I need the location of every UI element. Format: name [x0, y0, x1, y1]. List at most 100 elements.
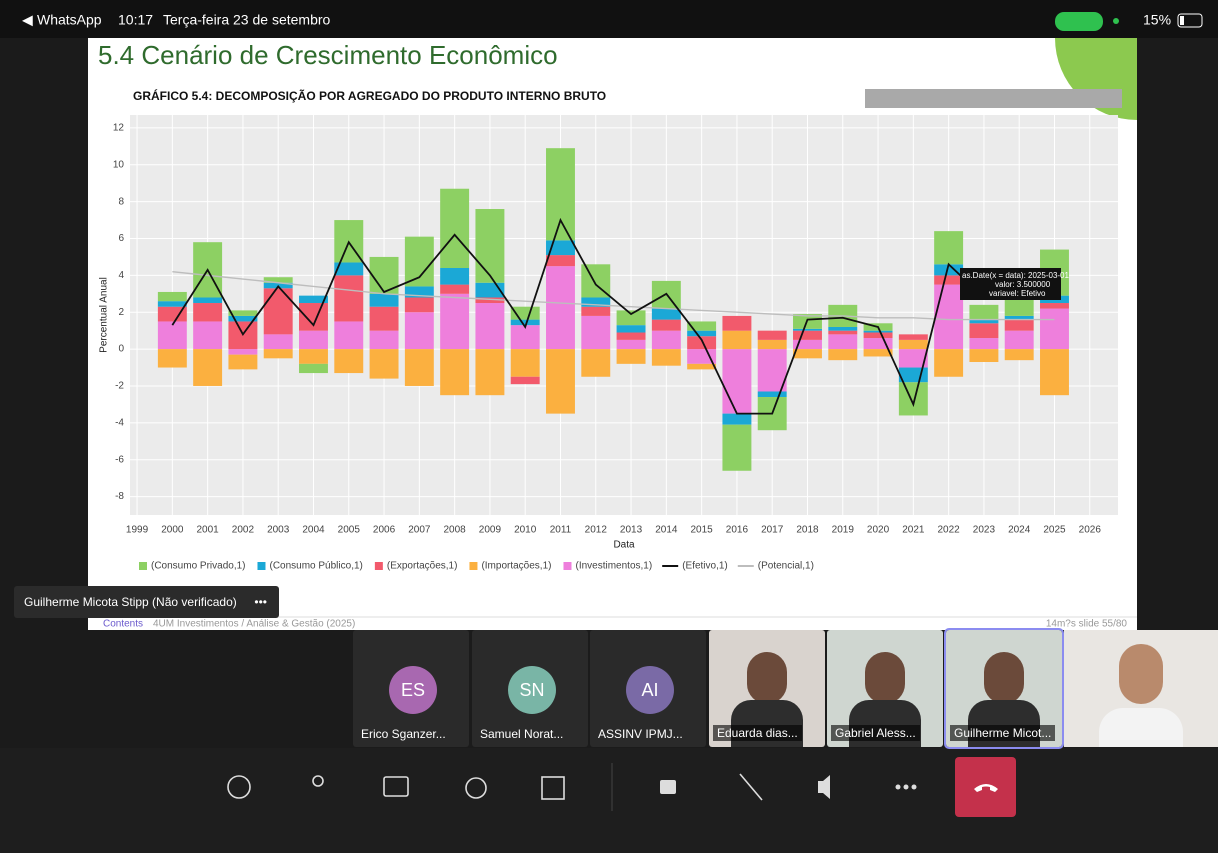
bar-segment: [757, 349, 787, 392]
battery-text: 15%: [1143, 12, 1171, 28]
bar-segment: [898, 349, 928, 368]
bar-segment: [722, 315, 752, 331]
legend-swatch: [469, 562, 478, 570]
bar-segment: [1040, 303, 1069, 309]
bar-segment: [546, 266, 575, 350]
apps-button[interactable]: [541, 776, 565, 800]
bar-segment: [969, 349, 999, 363]
x-tick-label: 2023: [973, 525, 996, 536]
legend-label: (Importações,1): [481, 561, 551, 572]
x-tick-label: 2019: [832, 525, 855, 536]
legend-label: (Exportações,1): [387, 561, 458, 572]
bar-segment: [581, 297, 611, 307]
bar-segment: [1004, 315, 1034, 320]
x-tick-label: 2001: [197, 525, 220, 536]
bar-segment: [404, 349, 434, 386]
x-tick-label: 2010: [514, 525, 537, 536]
control-bar: [0, 748, 1218, 853]
y-tick-label: -2: [115, 381, 124, 392]
date: Terça-feira 23 de setembro: [163, 12, 331, 28]
legend-swatch: [139, 562, 147, 570]
bar-segment: [228, 310, 258, 316]
x-tick-label: 2011: [550, 525, 572, 536]
bar-segment: [334, 262, 364, 276]
x-tick-label: 2017: [761, 525, 784, 536]
bar-segment: [687, 330, 717, 337]
x-tick-label: 2002: [232, 525, 255, 536]
bar-segment: [722, 424, 752, 471]
more-button[interactable]: [895, 784, 901, 790]
mic-button[interactable]: [739, 773, 763, 801]
raise-hand-button[interactable]: [465, 777, 487, 799]
bar-segment: [404, 297, 434, 313]
status-bar: [0, 0, 1218, 38]
x-tick-label: 2025: [1043, 525, 1066, 536]
people-button[interactable]: [312, 775, 324, 787]
chat-button[interactable]: [227, 775, 251, 799]
legend-label: (Consumo Privado,1): [151, 561, 245, 572]
bar-segment: [228, 349, 258, 355]
bar-segment: [616, 332, 646, 340]
more-button[interactable]: [911, 784, 917, 790]
y-axis-label: Percentual Anual: [99, 277, 110, 353]
participant-name: Gabriel Aless...: [831, 725, 920, 741]
bar-segment: [404, 236, 434, 287]
y-tick-label: -6: [115, 454, 124, 465]
bar-segment: [334, 321, 364, 350]
bar-segment: [440, 349, 470, 396]
bar-segment: [475, 209, 505, 283]
back-arrow[interactable]: ◀: [22, 12, 33, 28]
bar-segment: [651, 349, 681, 366]
camera-indicator: [1055, 12, 1103, 31]
bar-segment: [581, 306, 611, 316]
hangup-button[interactable]: [955, 757, 1016, 817]
video-person: [984, 652, 1024, 704]
bar-segment: [193, 303, 223, 322]
participant-name: Samuel Norat...: [480, 727, 564, 741]
participant-tile[interactable]: Gabriel Aless...: [827, 630, 943, 747]
battery-level: [1180, 16, 1184, 25]
footer-link[interactable]: Contents: [103, 619, 143, 630]
bar-segment: [722, 330, 752, 350]
bar-segment: [863, 349, 893, 357]
participant-tile[interactable]: ES Erico Sganzer...: [353, 630, 469, 747]
clock: 10:17: [118, 12, 153, 28]
participant-name: Guilherme Micot...: [950, 725, 1056, 741]
speaker-button[interactable]: [818, 775, 830, 799]
bar-segment: [969, 304, 999, 320]
bar-segment: [193, 297, 223, 304]
bar-segment: [404, 312, 434, 350]
x-tick-label: 2014: [655, 525, 678, 536]
bar-segment: [898, 382, 928, 416]
bar-segment: [581, 349, 611, 377]
bar-segment: [828, 326, 858, 331]
x-tick-label: 2024: [1008, 525, 1031, 536]
bar-segment: [263, 334, 293, 350]
participant-tile[interactable]: Eduarda dias...: [709, 630, 825, 747]
share-button[interactable]: [383, 776, 409, 797]
bar-segment: [510, 325, 540, 350]
chart-toolbar[interactable]: [865, 89, 1122, 108]
back-app[interactable]: WhatsApp: [37, 12, 102, 28]
participant-tile[interactable]: AI ASSINV IPMJ...: [590, 630, 706, 747]
more-button[interactable]: [903, 784, 909, 790]
bar-segment: [969, 319, 999, 324]
video-person: [1119, 644, 1163, 704]
bar-segment: [440, 284, 470, 294]
avatar: SN: [508, 666, 556, 714]
battery-icon: [1177, 13, 1203, 28]
camera-button[interactable]: [660, 780, 676, 794]
bar-segment: [793, 328, 822, 331]
y-tick-label: 6: [118, 233, 124, 244]
bar-segment: [228, 354, 258, 370]
bar-segment: [263, 277, 293, 283]
x-tick-label: 2000: [161, 525, 184, 536]
bar-segment: [687, 321, 717, 331]
bar-segment: [722, 349, 752, 414]
legend-label: (Consumo Público,1): [269, 561, 362, 572]
bar-segment: [616, 349, 646, 364]
x-tick-label: 2015: [691, 525, 714, 536]
participant-tile[interactable]: Guilherme Micot...: [944, 628, 1064, 749]
participant-tile[interactable]: SN Samuel Norat...: [472, 630, 588, 747]
speaker-menu[interactable]: •••: [254, 595, 267, 609]
